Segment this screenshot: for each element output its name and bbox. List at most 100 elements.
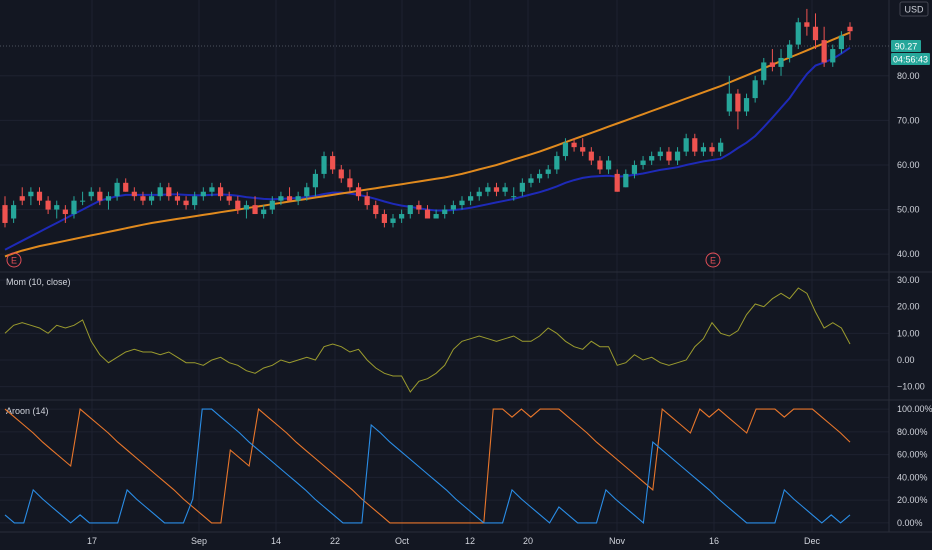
earnings-marker-nov[interactable]: E xyxy=(705,252,721,268)
aroon-title[interactable]: Aroon (14) xyxy=(6,406,49,416)
candle[interactable] xyxy=(2,196,8,228)
candle[interactable] xyxy=(200,187,206,201)
candle[interactable] xyxy=(252,196,258,215)
candle[interactable] xyxy=(588,147,594,165)
candle[interactable] xyxy=(364,191,370,210)
candle[interactable] xyxy=(424,205,431,219)
candle[interactable] xyxy=(174,191,181,206)
candle[interactable] xyxy=(830,44,836,67)
currency-tag[interactable]: USD xyxy=(899,1,929,17)
candle[interactable] xyxy=(536,169,543,183)
candle[interactable] xyxy=(97,187,103,206)
candle[interactable] xyxy=(502,182,508,197)
candle[interactable] xyxy=(390,214,396,228)
candle[interactable] xyxy=(571,138,577,152)
candle[interactable] xyxy=(19,187,25,206)
candle[interactable] xyxy=(304,182,310,201)
candle[interactable] xyxy=(347,169,353,192)
candle[interactable] xyxy=(718,138,724,157)
candle[interactable] xyxy=(485,182,491,197)
candle[interactable] xyxy=(605,156,612,174)
candle[interactable] xyxy=(148,191,155,206)
candle[interactable] xyxy=(683,133,689,157)
candle[interactable] xyxy=(519,178,525,197)
candle[interactable] xyxy=(433,209,439,219)
candle[interactable] xyxy=(261,205,267,219)
candle[interactable] xyxy=(528,173,534,188)
candle[interactable] xyxy=(140,191,146,206)
candle[interactable] xyxy=(778,49,784,76)
candle[interactable] xyxy=(80,191,86,206)
candle[interactable] xyxy=(812,13,819,50)
candle[interactable] xyxy=(416,200,422,215)
candle[interactable] xyxy=(459,196,465,210)
candle[interactable] xyxy=(450,200,456,215)
candle[interactable] xyxy=(36,187,43,206)
candle[interactable] xyxy=(355,182,362,201)
candle[interactable] xyxy=(183,196,189,210)
candle[interactable] xyxy=(62,205,68,223)
candle[interactable] xyxy=(640,156,646,170)
candle[interactable] xyxy=(700,142,707,157)
candle[interactable] xyxy=(330,151,336,174)
candle[interactable] xyxy=(295,191,301,206)
candle[interactable] xyxy=(123,178,129,192)
candle[interactable] xyxy=(226,191,232,206)
candle[interactable] xyxy=(545,164,551,179)
candle[interactable] xyxy=(838,31,844,54)
candle[interactable] xyxy=(761,57,767,85)
candle[interactable] xyxy=(804,8,810,36)
candle[interactable] xyxy=(657,147,663,161)
candle[interactable] xyxy=(493,182,500,197)
candle[interactable] xyxy=(752,75,758,103)
candle[interactable] xyxy=(217,182,224,201)
candle[interactable] xyxy=(821,26,827,67)
candle[interactable] xyxy=(88,187,94,201)
candle[interactable] xyxy=(286,187,293,201)
candle[interactable] xyxy=(580,138,586,157)
candle[interactable] xyxy=(674,147,681,165)
candle[interactable] xyxy=(511,187,517,201)
candle[interactable] xyxy=(192,191,198,210)
candle[interactable] xyxy=(381,209,387,228)
earnings-marker-aug[interactable]: E xyxy=(6,252,22,268)
candle[interactable] xyxy=(11,200,17,223)
candle[interactable] xyxy=(847,22,853,41)
candle[interactable] xyxy=(28,187,34,206)
candle[interactable] xyxy=(209,182,215,197)
candle[interactable] xyxy=(597,156,603,174)
momentum-pane[interactable]: Mom (10, close) xyxy=(4,277,851,393)
candle[interactable] xyxy=(692,133,698,157)
candle[interactable] xyxy=(45,196,51,215)
candle[interactable] xyxy=(269,196,275,215)
candle[interactable] xyxy=(787,40,793,63)
candle[interactable] xyxy=(735,89,741,130)
candle[interactable] xyxy=(769,49,775,72)
candle[interactable] xyxy=(278,191,284,206)
candle[interactable] xyxy=(476,187,482,201)
price-axis[interactable]: 40.00 50.00 60.00 70.00 80.00 −10.00 0.00 10.00… xyxy=(897,71,932,528)
candle[interactable] xyxy=(709,142,715,157)
candle[interactable] xyxy=(321,151,327,179)
candle[interactable] xyxy=(131,187,137,201)
candle[interactable] xyxy=(795,17,801,50)
momentum-title[interactable]: Mom (10, close) xyxy=(6,277,71,287)
candle[interactable] xyxy=(407,205,413,219)
time-axis[interactable]: 17 Sep 14 22 Oct 12 20 Nov 16 Dec xyxy=(87,536,821,546)
candle[interactable] xyxy=(399,209,405,223)
candle[interactable] xyxy=(631,160,638,179)
candle[interactable] xyxy=(623,169,629,188)
candle[interactable] xyxy=(235,196,241,215)
candle[interactable] xyxy=(373,200,379,219)
candle[interactable] xyxy=(666,147,672,165)
candlesticks[interactable] xyxy=(2,8,853,228)
candle[interactable] xyxy=(554,151,560,174)
candle[interactable] xyxy=(562,138,569,161)
candle[interactable] xyxy=(338,164,344,183)
candle[interactable] xyxy=(166,182,172,201)
candle[interactable] xyxy=(312,169,319,197)
candle[interactable] xyxy=(243,200,250,219)
candle[interactable] xyxy=(468,191,474,206)
candle[interactable] xyxy=(54,200,60,219)
